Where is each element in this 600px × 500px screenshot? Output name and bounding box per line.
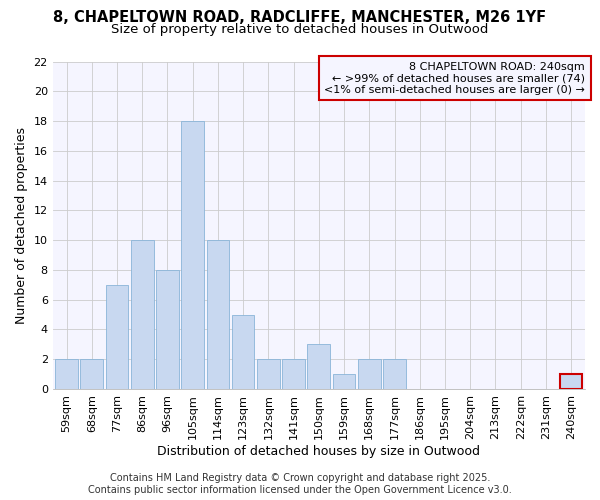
X-axis label: Distribution of detached houses by size in Outwood: Distribution of detached houses by size … — [157, 444, 481, 458]
Bar — [282, 359, 305, 389]
Text: 8, CHAPELTOWN ROAD, RADCLIFFE, MANCHESTER, M26 1YF: 8, CHAPELTOWN ROAD, RADCLIFFE, MANCHESTE… — [53, 10, 547, 25]
Bar — [232, 314, 254, 389]
Bar — [206, 240, 229, 389]
Text: 8 CHAPELTOWN ROAD: 240sqm
← >99% of detached houses are smaller (74)
<1% of semi: 8 CHAPELTOWN ROAD: 240sqm ← >99% of deta… — [324, 62, 585, 94]
Bar — [80, 359, 103, 389]
Bar — [333, 374, 355, 389]
Bar — [383, 359, 406, 389]
Bar — [181, 121, 204, 389]
Bar — [106, 285, 128, 389]
Bar — [156, 270, 179, 389]
Y-axis label: Number of detached properties: Number of detached properties — [15, 126, 28, 324]
Bar — [358, 359, 380, 389]
Bar — [131, 240, 154, 389]
Bar — [307, 344, 330, 389]
Bar — [560, 374, 583, 389]
Bar — [55, 359, 78, 389]
Text: Contains HM Land Registry data © Crown copyright and database right 2025.
Contai: Contains HM Land Registry data © Crown c… — [88, 474, 512, 495]
Bar — [257, 359, 280, 389]
Text: Size of property relative to detached houses in Outwood: Size of property relative to detached ho… — [112, 22, 488, 36]
